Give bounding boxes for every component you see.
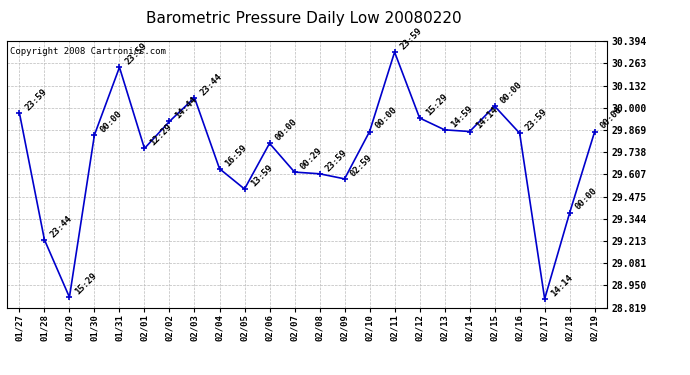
Text: Copyright 2008 Cartronics.com: Copyright 2008 Cartronics.com [10, 46, 166, 56]
Text: 15:29: 15:29 [424, 92, 449, 117]
Text: 00:00: 00:00 [574, 186, 599, 212]
Text: 23:59: 23:59 [399, 26, 424, 51]
Text: 23:59: 23:59 [524, 107, 549, 132]
Text: 14:44: 14:44 [174, 95, 199, 121]
Text: 23:59: 23:59 [124, 41, 149, 66]
Text: 13:59: 13:59 [248, 163, 274, 188]
Text: 23:44: 23:44 [48, 214, 74, 239]
Text: 14:14: 14:14 [549, 273, 574, 298]
Text: 14:14: 14:14 [474, 105, 499, 131]
Text: 00:00: 00:00 [499, 80, 524, 105]
Text: 16:59: 16:59 [224, 142, 249, 168]
Text: 00:29: 00:29 [299, 146, 324, 171]
Text: 15:29: 15:29 [74, 271, 99, 296]
Text: 14:59: 14:59 [448, 104, 474, 129]
Text: Barometric Pressure Daily Low 20080220: Barometric Pressure Daily Low 20080220 [146, 11, 462, 26]
Text: 02:59: 02:59 [348, 153, 374, 178]
Text: 00:00: 00:00 [99, 109, 124, 134]
Text: 00:00: 00:00 [599, 105, 624, 131]
Text: 23:59: 23:59 [23, 87, 49, 112]
Text: 23:59: 23:59 [324, 148, 349, 173]
Text: 23:44: 23:44 [199, 72, 224, 97]
Text: 00:00: 00:00 [374, 105, 399, 131]
Text: 12:29: 12:29 [148, 122, 174, 148]
Text: 00:00: 00:00 [274, 117, 299, 142]
